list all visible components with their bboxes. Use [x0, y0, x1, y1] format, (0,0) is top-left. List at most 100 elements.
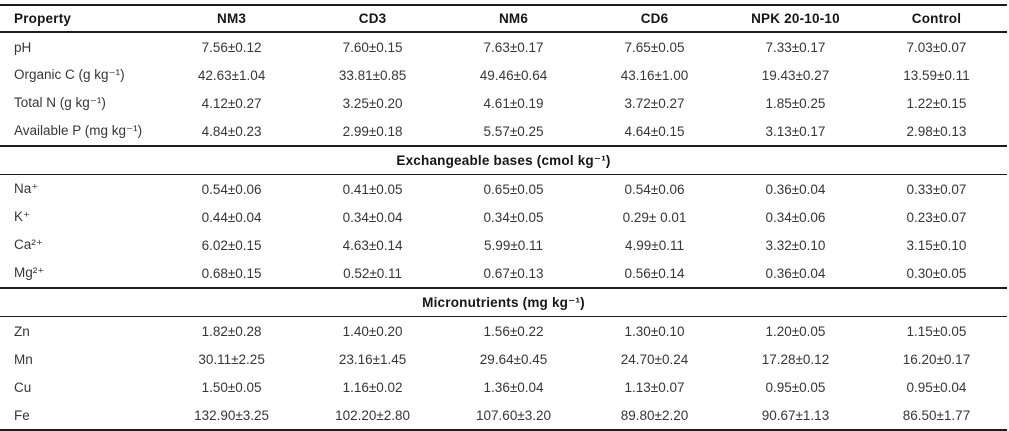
- value-cell: 1.15±0.05: [906, 323, 967, 339]
- property-label: Mg²⁺: [14, 265, 45, 280]
- table-row: Mn 30.11±2.25 23.16±1.45 29.64±0.45 24.70±0.…: [0, 345, 1007, 373]
- value-cell: 7.60±0.15: [342, 39, 403, 55]
- table-row: Cu 1.50±0.05 1.16±0.02 1.36±0.04 1.13±0.07 0.…: [0, 373, 1007, 401]
- column-header-cd3: CD3: [302, 5, 444, 33]
- property-label: pH: [14, 39, 32, 55]
- soil-properties-table: Property NM3 CD3 NM6 CD6 NPK 20-10-10 Control …: [0, 4, 1007, 431]
- value-cell: 0.95±0.05: [765, 379, 826, 395]
- value-cell: 5.57±0.25: [483, 123, 544, 139]
- value-cell: 4.64±0.15: [624, 123, 685, 139]
- header-row: Property NM3 CD3 NM6 CD6 NPK 20-10-10 Control: [0, 5, 1007, 33]
- value-cell: 0.34±0.06: [765, 209, 826, 225]
- value-cell: 2.99±0.18: [342, 123, 403, 139]
- value-cell: 3.25±0.20: [342, 95, 403, 111]
- property-label: Organic C (g kg⁻¹): [14, 67, 125, 82]
- value-cell: 0.41±0.05: [342, 181, 403, 197]
- value-cell: 3.15±0.10: [906, 237, 967, 253]
- value-cell: 1.56±0.22: [483, 323, 544, 339]
- value-cell: 3.32±0.10: [765, 237, 826, 253]
- value-cell: 7.03±0.07: [906, 39, 967, 55]
- value-cell: 3.72±0.27: [624, 95, 685, 111]
- value-cell: 17.28±0.12: [761, 351, 830, 367]
- value-cell: 6.02±0.15: [201, 237, 262, 253]
- value-cell: 0.36±0.04: [765, 265, 826, 281]
- property-label: K⁺: [14, 209, 31, 224]
- property-label: Fe: [14, 407, 30, 423]
- column-header-nm6: NM6: [443, 5, 585, 33]
- property-label: Mn: [14, 351, 33, 367]
- value-cell: 1.13±0.07: [624, 379, 685, 395]
- value-cell: 0.34±0.05: [483, 209, 544, 225]
- column-header-control: Control: [865, 5, 1007, 33]
- value-cell: 1.20±0.05: [765, 323, 826, 339]
- value-cell: 0.34±0.04: [342, 209, 403, 225]
- value-cell: 1.22±0.15: [906, 95, 967, 111]
- value-cell: 23.16±1.45: [338, 351, 407, 367]
- value-cell: 0.67±0.13: [483, 265, 544, 281]
- value-cell: 19.43±0.27: [761, 67, 830, 83]
- value-cell: 5.99±0.11: [484, 237, 544, 253]
- value-cell: 102.20±2.80: [335, 407, 411, 423]
- value-cell: 0.56±0.14: [624, 265, 685, 281]
- value-cell: 1.85±0.25: [765, 95, 826, 111]
- value-cell: 16.20±0.17: [902, 351, 971, 367]
- table-row: Zn 1.82±0.28 1.40±0.20 1.56±0.22 1.30±0.10 1.…: [0, 317, 1007, 346]
- value-cell: 0.95±0.04: [906, 379, 967, 395]
- value-cell: 0.52±0.11: [343, 265, 403, 281]
- property-label: Available P (mg kg⁻¹): [14, 123, 143, 138]
- value-cell: 1.50±0.05: [201, 379, 262, 395]
- value-cell: 0.36±0.04: [765, 181, 826, 197]
- value-cell: 13.59±0.11: [903, 67, 970, 83]
- value-cell: 3.13±0.17: [765, 123, 826, 139]
- table-row: Na⁺ 0.54±0.06 0.41±0.05 0.65±0.05 0.54±0.06 0…: [0, 175, 1007, 204]
- table-row: Organic C (g kg⁻¹) 42.63±1.04 33.81±0.85 49…: [0, 61, 1007, 89]
- value-cell: 1.82±0.28: [201, 323, 262, 339]
- value-cell: 1.30±0.10: [624, 323, 685, 339]
- value-cell: 0.54±0.06: [624, 181, 685, 197]
- value-cell: 43.16±1.00: [620, 67, 689, 83]
- section-header: Exchangeable bases (cmol kg⁻¹): [0, 145, 1007, 175]
- value-cell: 89.80±2.20: [620, 407, 689, 423]
- value-cell: 0.30±0.05: [906, 265, 967, 281]
- value-cell: 0.68±0.15: [201, 265, 262, 281]
- section-header-row: Micronutrients (mg kg⁻¹): [0, 287, 1007, 317]
- column-header-nm3: NM3: [161, 5, 303, 33]
- value-cell: 30.11±2.25: [198, 351, 265, 367]
- value-cell: 1.16±0.02: [342, 379, 403, 395]
- table-row: Available P (mg kg⁻¹) 4.84±0.23 2.99±0.18 5…: [0, 117, 1007, 146]
- column-header-property: Property: [0, 5, 162, 33]
- value-cell: 107.60±3.20: [476, 407, 552, 423]
- value-cell: 0.54±0.06: [201, 181, 262, 197]
- table-row: Fe 132.90±3.25 102.20±2.80 107.60±3.20 89.80…: [0, 401, 1007, 430]
- value-cell: 4.61±0.19: [483, 95, 544, 111]
- value-cell: 90.67±1.13: [761, 407, 830, 423]
- value-cell: 33.81±0.85: [338, 67, 407, 83]
- value-cell: 4.63±0.14: [342, 237, 403, 253]
- table-row: Mg²⁺ 0.68±0.15 0.52±0.11 0.67±0.13 0.56±0.14…: [0, 259, 1007, 288]
- property-label: Ca²⁺: [14, 237, 43, 252]
- property-label: Zn: [14, 323, 30, 339]
- column-header-npk-20-10-10: NPK 20-10-10: [724, 5, 866, 33]
- value-cell: 0.44±0.04: [201, 209, 262, 225]
- value-cell: 2.98±0.13: [906, 123, 967, 139]
- table-row: K⁺ 0.44±0.04 0.34±0.04 0.34±0.05 0.29± 0.01 0…: [0, 203, 1007, 231]
- value-cell: 4.84±0.23: [201, 123, 262, 139]
- value-cell: 4.12±0.27: [201, 95, 262, 111]
- property-label: Na⁺: [14, 181, 39, 196]
- table-row: pH 7.56±0.12 7.60±0.15 7.63±0.17 7.65±0.05 7.…: [0, 32, 1007, 61]
- table-row: Total N (g kg⁻¹) 4.12±0.27 3.25±0.20 4.61±0…: [0, 89, 1007, 117]
- value-cell: 7.56±0.12: [201, 39, 262, 55]
- value-cell: 49.46±0.64: [479, 67, 548, 83]
- value-cell: 4.99±0.11: [625, 237, 684, 253]
- value-cell: 0.29± 0.01: [622, 209, 687, 225]
- value-cell: 0.33±0.07: [906, 181, 967, 197]
- value-cell: 132.90±3.25: [194, 407, 270, 423]
- value-cell: 7.65±0.05: [624, 39, 685, 55]
- section-header-row: Exchangeable bases (cmol kg⁻¹): [0, 145, 1007, 175]
- value-cell: 1.36±0.04: [483, 379, 544, 395]
- value-cell: 7.63±0.17: [483, 39, 544, 55]
- property-label: Cu: [14, 379, 32, 395]
- section-header: Micronutrients (mg kg⁻¹): [0, 287, 1007, 317]
- value-cell: 24.70±0.24: [620, 351, 689, 367]
